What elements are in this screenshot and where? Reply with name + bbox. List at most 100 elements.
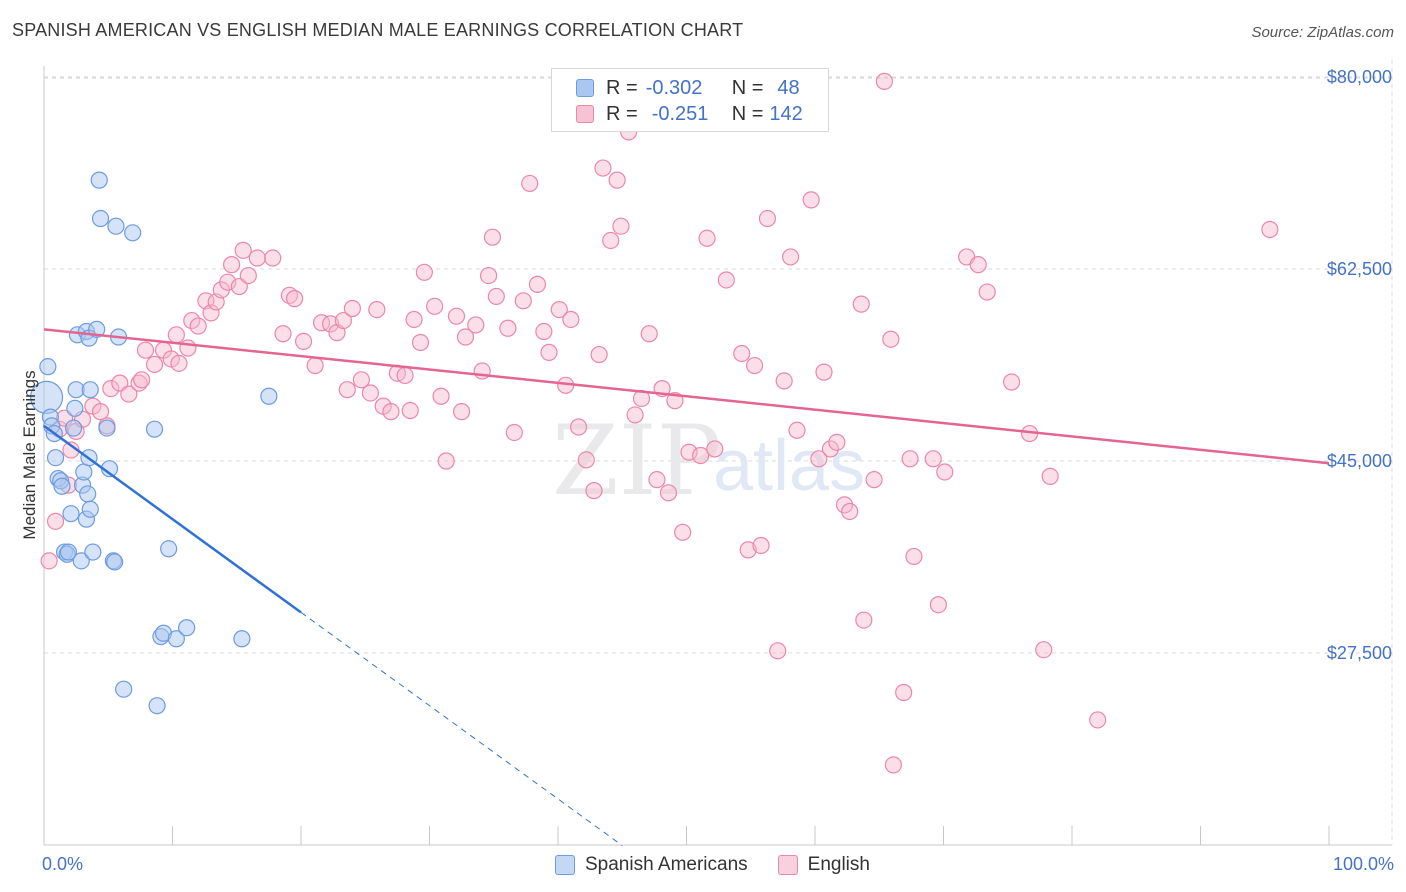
english-point — [401, 401, 419, 420]
english-point — [415, 263, 433, 281]
spanish-americans-point — [106, 553, 124, 571]
english-point — [167, 326, 185, 344]
legend-item-english: English — [777, 854, 870, 876]
english-point — [453, 403, 471, 421]
english-point — [594, 159, 612, 177]
english-point — [865, 471, 883, 489]
spanish-americans-point — [64, 419, 83, 437]
english-point — [752, 536, 770, 555]
spanish-americans-point — [79, 485, 97, 503]
english-point — [528, 275, 547, 293]
english-point — [929, 596, 947, 614]
x-tick-label: 0.0% — [42, 854, 83, 874]
english-point — [483, 228, 502, 246]
english-point — [969, 256, 987, 274]
english-point — [382, 403, 400, 421]
spanish-americans-point — [260, 387, 278, 405]
english-point — [590, 345, 608, 364]
pink-swatch — [777, 855, 798, 875]
spanish-americans-point — [98, 419, 116, 437]
english-point — [895, 683, 913, 702]
english-point — [1089, 711, 1107, 729]
blue-swatch — [576, 79, 594, 97]
english-point — [396, 366, 414, 385]
r-value: -0.302 — [645, 76, 703, 99]
english-point — [769, 642, 787, 660]
n-label: N = — [731, 76, 764, 99]
english-trend-line — [43, 328, 1330, 465]
spanish-americans-point — [59, 543, 78, 561]
y-tick-label: $45,000 — [1327, 451, 1392, 471]
spanish-americans-point — [72, 552, 90, 570]
spanish-americans-point — [84, 543, 102, 561]
english-point — [505, 423, 523, 442]
english-point — [884, 756, 902, 774]
english-point — [170, 354, 188, 372]
english-point — [411, 333, 430, 352]
y-tick-label: $80,000 — [1327, 67, 1392, 87]
legend-item-spanish-americans: Spanish Americans — [555, 854, 748, 876]
spanish-americans-point — [81, 500, 99, 518]
english-point — [280, 286, 299, 304]
axes — [43, 66, 1392, 846]
english-point — [674, 523, 692, 541]
english-point — [368, 300, 386, 319]
english-point — [841, 502, 859, 521]
spanish-americans-point — [90, 171, 108, 189]
spanish-americans-point — [107, 217, 125, 235]
spanish-americans-point — [145, 420, 164, 438]
r-label: R = — [606, 76, 638, 99]
spanish-americans-point — [233, 630, 251, 648]
source-label: Source: ZipAtlas.com — [1251, 24, 1394, 41]
spanish-americans-point — [53, 477, 71, 495]
english-point — [102, 379, 120, 398]
english-point — [306, 356, 324, 375]
n-value: 142 — [769, 102, 803, 125]
x-tick-label: 100.0% — [1333, 854, 1394, 874]
english-point — [562, 310, 580, 329]
english-point — [781, 248, 800, 266]
spanish-americans-point — [66, 399, 84, 417]
english-point — [40, 552, 58, 570]
english-point — [120, 385, 138, 403]
r-label: R = — [606, 102, 638, 125]
english-point — [1261, 220, 1279, 239]
r-value: -0.251 — [651, 102, 709, 125]
english-point — [312, 314, 331, 332]
english-point — [905, 547, 923, 566]
english-point — [788, 421, 806, 439]
english-point — [338, 381, 356, 399]
english-point — [828, 433, 846, 451]
chart-title: SPANISH AMERICAN VS ENGLISH MEDIAN MALE … — [12, 20, 744, 40]
spanish-americans-point — [124, 224, 142, 242]
english-point — [810, 450, 828, 468]
english-point — [626, 406, 644, 424]
english-point — [321, 315, 340, 333]
spanish-americans-point — [178, 619, 196, 637]
english-point — [202, 304, 220, 322]
english-point — [274, 325, 292, 343]
english-point — [223, 256, 241, 274]
english-point — [882, 330, 900, 348]
english-point — [802, 191, 820, 209]
english-point — [640, 325, 658, 343]
watermark-zip: ZIP — [552, 405, 721, 517]
english-point — [924, 450, 942, 468]
english-point — [821, 440, 840, 458]
english-point — [758, 209, 777, 228]
english-point — [612, 217, 630, 235]
english-point — [487, 287, 505, 306]
english-point — [535, 322, 553, 341]
english-point — [1035, 641, 1053, 659]
english-point — [405, 310, 423, 329]
pink-swatch — [576, 105, 594, 123]
english-point — [133, 371, 151, 389]
english-point — [540, 343, 558, 361]
english-point — [447, 307, 466, 325]
english-point — [234, 241, 252, 259]
english-point — [706, 440, 724, 458]
tick-labels: $80,000 $62,500 $45,000 $27,500 0.0% 100.0% — [42, 67, 1394, 874]
english-point — [569, 418, 588, 436]
english-point — [136, 341, 155, 359]
